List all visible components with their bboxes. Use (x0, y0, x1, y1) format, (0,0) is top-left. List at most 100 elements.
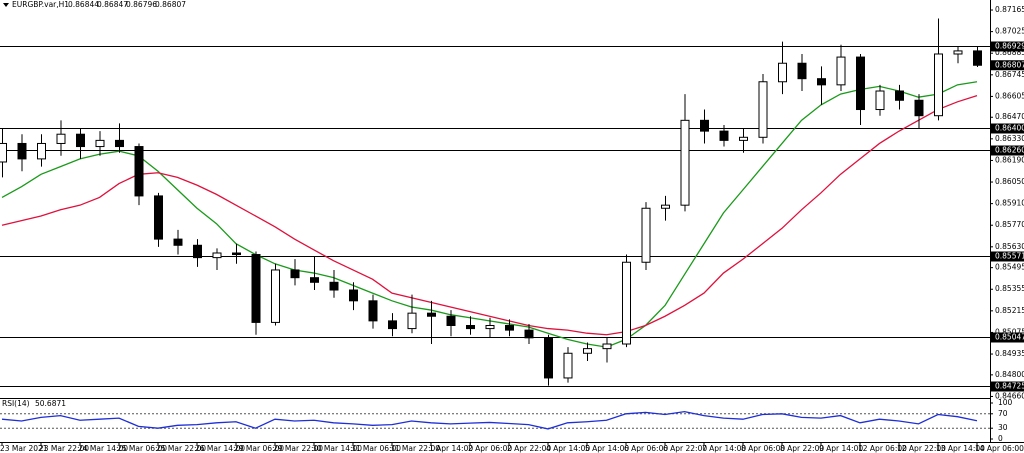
candle-body (563, 352, 573, 379)
candle-body (193, 244, 202, 259)
candle-body (212, 252, 222, 259)
x-tick-label: 31 Mar 22:00 (390, 444, 440, 453)
candle-body (680, 119, 690, 206)
header-value: 0.86796 (126, 0, 157, 9)
y-tick-label: 0.85910 (995, 199, 1024, 208)
x-tick-label: 6 Apr 06:00 (624, 444, 668, 453)
x-tick-label: 30 Mar 14:00 (312, 444, 362, 453)
rsi-tick-label: 0 (998, 434, 1003, 443)
candle-body (700, 119, 709, 132)
x-tick-label: 12 Apr 22:00 (897, 444, 946, 453)
candle-body (154, 195, 163, 240)
level-label: 0.84725 (995, 382, 1024, 391)
candle-body (641, 207, 651, 263)
x-tick-label: 7 Apr 14:00 (702, 444, 746, 453)
y-tick-label: 0.86745 (995, 70, 1024, 79)
candle-body (427, 312, 436, 317)
x-tick-label: 25 Mar 22:00 (156, 444, 206, 453)
moving-average (1, 95, 978, 336)
x-tick-label: 5 Apr 14:00 (585, 444, 629, 453)
candle-body (836, 56, 846, 86)
x-tick-label: 4 Apr 14:00 (546, 444, 590, 453)
candle-body (329, 281, 339, 291)
y-tick-label: 0.86190 (995, 155, 1024, 164)
y-tick-label: 0.85075 (995, 327, 1024, 336)
menu-arrow (3, 3, 9, 7)
y-tick-label: 0.86885 (995, 48, 1024, 57)
x-tick-label: 9 Apr 14:00 (819, 444, 863, 453)
level-label: 0.86260 (995, 146, 1024, 155)
candle-body (271, 269, 280, 323)
x-tick-label: 25 Mar 06:00 (117, 444, 167, 453)
x-tick-label: 24 Mar 14:00 (78, 444, 128, 453)
candle-body (583, 348, 592, 354)
candle-body (973, 50, 982, 66)
candle-body (739, 136, 748, 141)
candle-body (914, 99, 924, 117)
candle-body (524, 329, 534, 339)
y-tick-label: 0.85215 (995, 306, 1024, 315)
y-tick-label: 0.86605 (995, 91, 1024, 100)
x-tick-label: 6 Apr 22:00 (663, 444, 707, 453)
x-tick-label: 12 Apr 06:00 (858, 444, 907, 453)
x-tick-label: 8 Apr 06:00 (741, 444, 785, 453)
candle-body (310, 277, 319, 283)
price-label-box (991, 60, 1024, 71)
y-tick-label: 0.86330 (995, 134, 1024, 143)
x-tick-label: 29 Mar 06:00 (234, 444, 284, 453)
level-label-box (991, 41, 1024, 52)
x-tick-label: 14 Apr 06:00 (975, 444, 1024, 453)
candle-body (290, 269, 300, 279)
header-value: 0.86847 (97, 0, 128, 9)
candle-body (856, 56, 865, 111)
candle-body (817, 78, 826, 86)
x-tick-label: 23 Mar 22:00 (39, 444, 89, 453)
candle-body (485, 324, 495, 330)
candle-body (17, 142, 27, 160)
level-label: 0.85571 (995, 252, 1024, 261)
level-label-box (991, 145, 1024, 156)
candle-body (95, 139, 105, 148)
candle-body (56, 133, 66, 144)
candle-body (407, 312, 417, 330)
candle-body (368, 300, 378, 322)
y-tick-label: 0.84935 (995, 349, 1024, 358)
y-tick-label: 0.84800 (995, 370, 1024, 379)
rsi-line (1, 410, 978, 430)
x-tick-label: 2 Apr 06:00 (468, 444, 512, 453)
candle-body (505, 324, 514, 331)
rsi-label: RSI(14) (2, 399, 30, 408)
level-label-box (991, 123, 1024, 134)
level-label: 0.86400 (995, 124, 1024, 133)
x-tick-label: 26 Mar 14:00 (195, 444, 245, 453)
y-tick-label: 0.84660 (995, 391, 1024, 400)
candle-body (875, 90, 885, 111)
candle-body (778, 62, 787, 83)
x-tick-label: 13 Apr 14:00 (936, 444, 985, 453)
rsi-tick-label: 30 (998, 423, 1008, 432)
level-label: 0.86929 (995, 42, 1024, 51)
candle-body (622, 261, 631, 345)
x-tick-label: 2 Apr 22:00 (507, 444, 551, 453)
y-tick-label: 0.85355 (995, 284, 1024, 293)
candle-body (934, 53, 943, 117)
candle-body (895, 90, 904, 101)
level-label-box (991, 251, 1024, 262)
candle-body (758, 81, 768, 138)
y-tick-label: 0.85630 (995, 242, 1024, 251)
candle-body (76, 133, 85, 148)
header-value: 0.86844 (68, 0, 99, 9)
header-value: 0.86807 (155, 0, 186, 9)
x-tick-label: 29 Mar 22:00 (273, 444, 323, 453)
price-label: 0.86807 (995, 60, 1024, 69)
candle-body (661, 204, 670, 209)
level-label-box (991, 332, 1024, 343)
y-tick-label: 0.85770 (995, 220, 1024, 229)
candle-body (37, 142, 46, 160)
rsi-tick-label: 70 (998, 409, 1008, 418)
candle-body (466, 324, 475, 330)
candle-body (953, 50, 963, 55)
candle-body (446, 315, 456, 326)
